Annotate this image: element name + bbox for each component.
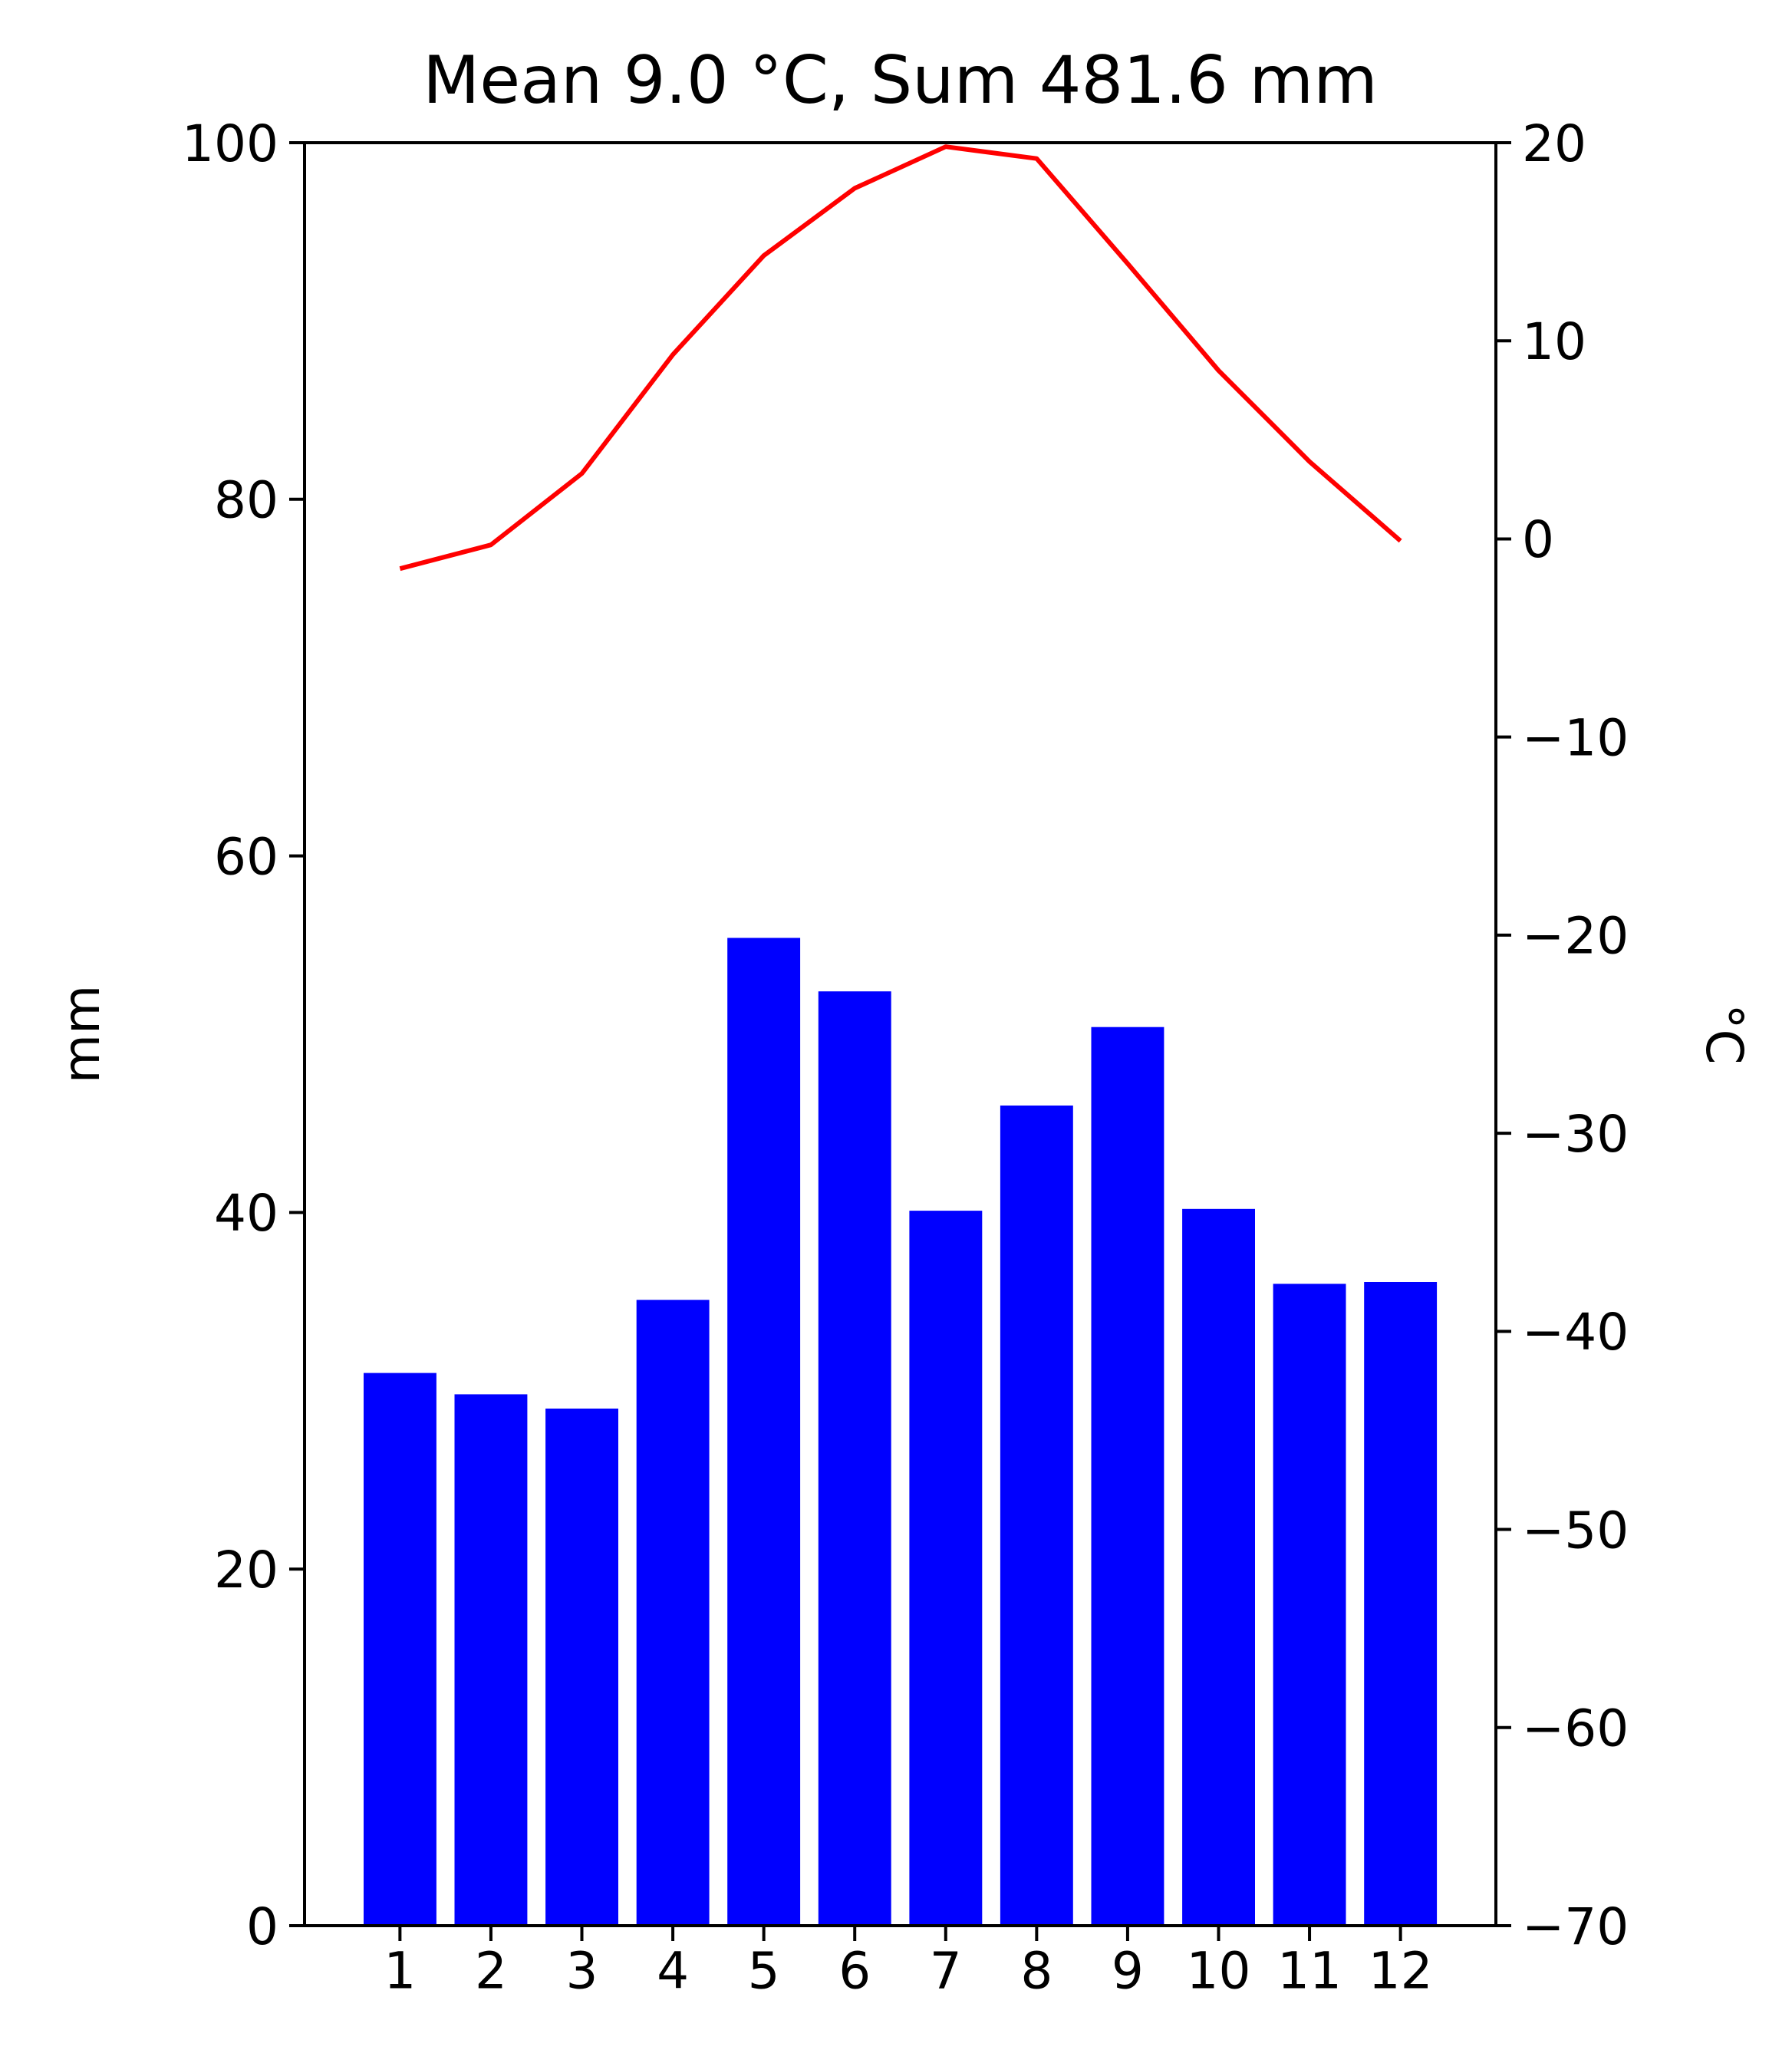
precip-bar bbox=[364, 1373, 436, 1926]
y-right-tick-label: 0 bbox=[1522, 510, 1554, 569]
precip-bar bbox=[454, 1394, 528, 1926]
precip-bar bbox=[818, 991, 891, 1926]
y-left-tick-label: 20 bbox=[214, 1541, 278, 1600]
y-right-tick-label: −20 bbox=[1522, 907, 1629, 966]
y-right-tick-label: −10 bbox=[1522, 708, 1629, 767]
x-tick-label: 3 bbox=[566, 1942, 598, 2001]
y-left-tick-label: 100 bbox=[182, 114, 278, 173]
chart-axes: 0 20 40 60 80 100 −70 −60 −50 −40 −30 −20 −10 0 10 20 1 2… bbox=[182, 114, 1629, 2001]
precip-bar bbox=[1000, 1106, 1073, 1926]
chart-marks bbox=[364, 144, 1438, 1926]
x-tick-label: 10 bbox=[1186, 1942, 1250, 2001]
precip-bar bbox=[1182, 1208, 1255, 1926]
y-right-tick-label: −40 bbox=[1522, 1303, 1629, 1362]
precip-bar bbox=[545, 1409, 618, 1926]
precip-bar bbox=[1364, 1282, 1438, 1926]
plot-frame bbox=[303, 141, 1497, 1927]
x-tick-label: 8 bbox=[1020, 1942, 1052, 2001]
y-right-tick-label: −30 bbox=[1522, 1105, 1629, 1164]
precip-bar bbox=[636, 1300, 710, 1926]
x-tick-label: 2 bbox=[475, 1942, 507, 2001]
precip-bar bbox=[727, 938, 801, 1926]
y-right-tick-label: −60 bbox=[1522, 1699, 1629, 1758]
y-right-tick-label: −50 bbox=[1522, 1501, 1629, 1560]
x-tick-label: 1 bbox=[384, 1942, 416, 2001]
y-axis-left-label: mm bbox=[52, 985, 111, 1084]
x-tick-label: 4 bbox=[657, 1942, 689, 2001]
precip-bar bbox=[909, 1211, 983, 1926]
x-tick-label: 11 bbox=[1277, 1942, 1342, 2001]
temperature-line bbox=[399, 144, 1402, 572]
y-left-tick-label: 40 bbox=[214, 1184, 278, 1243]
y-right-tick-label: −70 bbox=[1522, 1897, 1629, 1956]
x-tick-label: 7 bbox=[930, 1942, 962, 2001]
y-right-tick-label: 20 bbox=[1522, 114, 1586, 173]
precip-bar bbox=[1091, 1027, 1164, 1926]
x-tick-label: 9 bbox=[1112, 1942, 1144, 2001]
y-left-tick-label: 60 bbox=[214, 827, 278, 886]
y-axis-right-label: °C bbox=[1695, 1003, 1754, 1064]
x-tick-label: 5 bbox=[748, 1942, 780, 2001]
precip-bar bbox=[1273, 1284, 1346, 1926]
chart-title: Mean 9.0 °C, Sum 481.6 mm bbox=[423, 42, 1378, 119]
y-right-tick-label: 10 bbox=[1522, 312, 1586, 371]
x-tick-label: 6 bbox=[838, 1942, 871, 2001]
y-left-tick-label: 0 bbox=[246, 1897, 278, 1956]
y-left-tick-label: 80 bbox=[214, 471, 278, 530]
x-tick-label: 12 bbox=[1369, 1942, 1433, 2001]
